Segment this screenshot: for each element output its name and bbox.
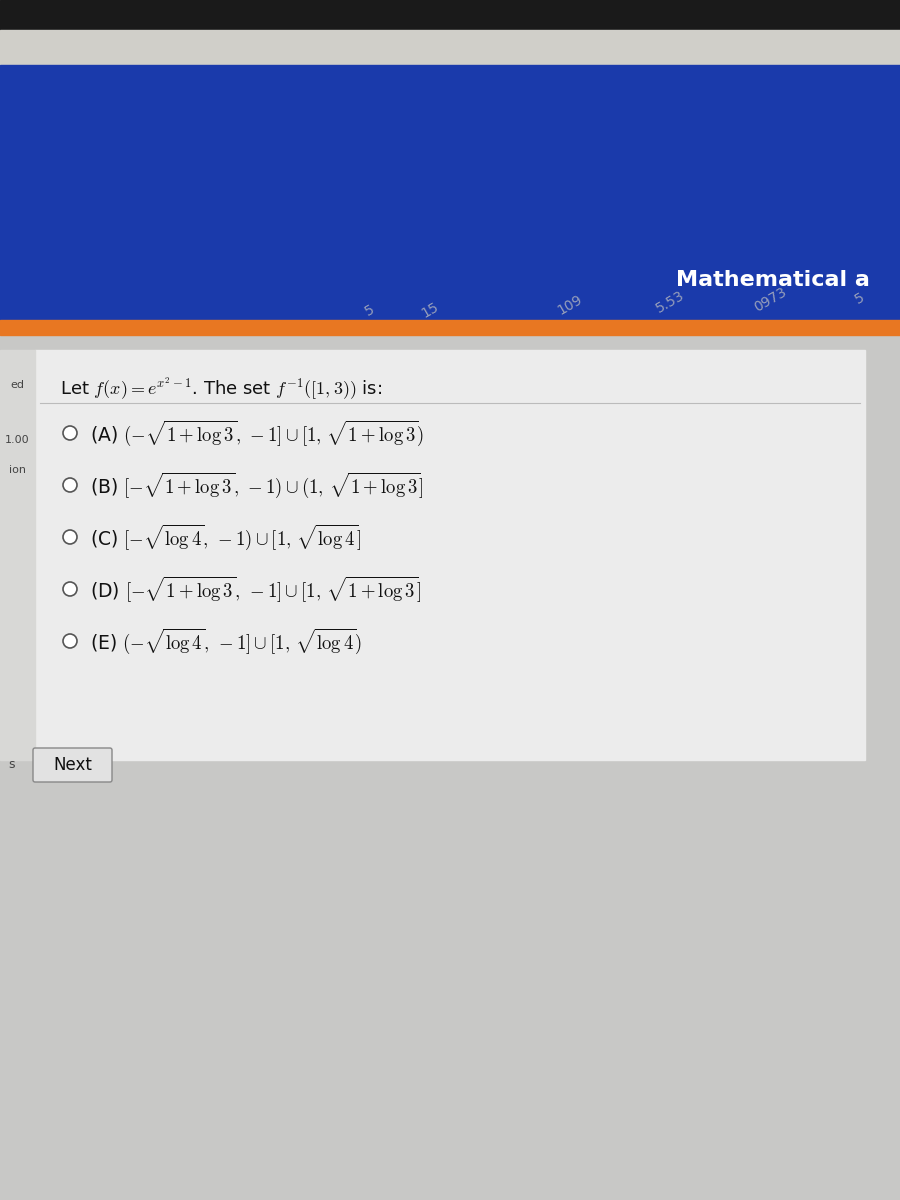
Text: 0973: 0973: [752, 286, 788, 314]
Text: ed: ed: [10, 380, 24, 390]
Circle shape: [63, 582, 77, 596]
FancyBboxPatch shape: [33, 748, 112, 782]
Text: 5: 5: [852, 289, 868, 306]
Text: (D) $[-\sqrt{1+\log 3},\,-1]\cup[1,\,\sqrt{1+\log 3}]$: (D) $[-\sqrt{1+\log 3},\,-1]\cup[1,\,\sq…: [90, 574, 421, 604]
Text: 1.00: 1.00: [4, 434, 30, 445]
Circle shape: [63, 634, 77, 648]
Text: (A) $(-\sqrt{1+\log 3},\,-1]\cup[1,\,\sqrt{1+\log 3})$: (A) $(-\sqrt{1+\log 3},\,-1]\cup[1,\,\sq…: [90, 419, 424, 448]
Text: 5.53: 5.53: [653, 288, 687, 316]
Bar: [0, 0, 900, 30]
Text: (B) $[-\sqrt{1+\log 3},\,-1)\cup(1,\,\sqrt{1+\log 3}]$: (B) $[-\sqrt{1+\log 3},\,-1)\cup(1,\,\sq…: [90, 470, 424, 499]
Text: Next: Next: [53, 756, 92, 774]
Text: Let $f(x) = e^{x^2-1}$. The set $f^{-1}([1, 3))$ is:: Let $f(x) = e^{x^2-1}$. The set $f^{-1}(…: [60, 374, 382, 402]
Text: (C) $[-\sqrt{\log 4},\,-1)\cup[1,\,\sqrt{\log 4}]$: (C) $[-\sqrt{\log 4},\,-1)\cup[1,\,\sqrt…: [90, 522, 361, 552]
Bar: [0, 30, 900, 65]
Circle shape: [63, 426, 77, 440]
Bar: [0, 320, 900, 335]
Bar: [0, 335, 900, 1200]
Text: (E) $(-\sqrt{\log 4},\,-1]\cup[1,\,\sqrt{\log 4})$: (E) $(-\sqrt{\log 4},\,-1]\cup[1,\,\sqrt…: [90, 626, 362, 655]
Text: 15: 15: [418, 300, 441, 320]
Circle shape: [63, 530, 77, 544]
Bar: [35, 350, 865, 760]
Text: 109: 109: [555, 293, 585, 318]
Text: Mathematical a: Mathematical a: [676, 270, 870, 290]
Circle shape: [63, 478, 77, 492]
Text: ion: ion: [8, 464, 25, 475]
Bar: [0, 65, 900, 320]
Text: s: s: [9, 758, 15, 772]
Text: 5: 5: [363, 301, 377, 318]
Bar: [0, 350, 35, 760]
